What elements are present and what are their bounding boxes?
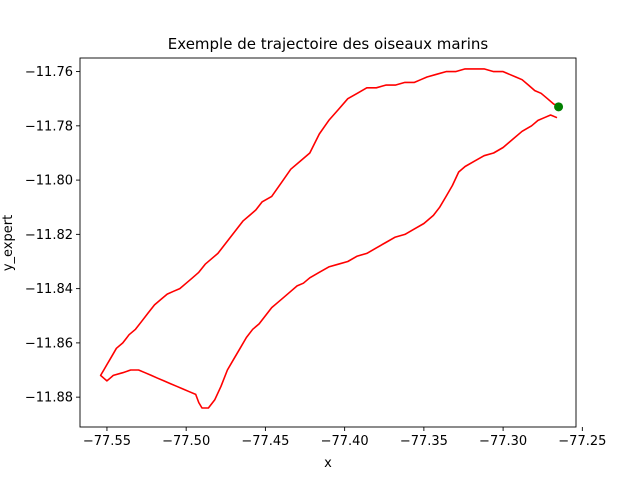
x-tick-label: −77.35 bbox=[400, 434, 448, 449]
y-tick-label: −11.86 bbox=[25, 336, 73, 351]
x-axis: −77.55 −77.50 −77.45 −77.40 −77.35 −77.30 −77.… bbox=[83, 427, 606, 449]
x-tick-label: −77.40 bbox=[321, 434, 369, 449]
x-tick-label: −77.25 bbox=[558, 434, 606, 449]
chart-title: Exemple de trajectoire des oiseaux marin… bbox=[168, 35, 489, 53]
y-tick-label: −11.80 bbox=[25, 174, 73, 189]
y-tick-label: −11.76 bbox=[25, 65, 73, 80]
y-axis: −11.76 −11.78 −11.80 −11.82 −11.84 −11.86 −11.… bbox=[25, 65, 80, 406]
plot-area bbox=[79, 57, 577, 428]
x-tick-label: −77.30 bbox=[479, 434, 527, 449]
y-tick-label: −11.84 bbox=[25, 282, 73, 297]
y-axis-label: y_expert bbox=[1, 215, 16, 271]
x-tick-label: −77.50 bbox=[162, 434, 210, 449]
x-tick-label: −77.55 bbox=[83, 434, 131, 449]
y-tick-label: −11.78 bbox=[25, 119, 73, 134]
x-axis-label: x bbox=[324, 456, 332, 471]
y-tick-label: −11.88 bbox=[25, 391, 73, 406]
start-point-marker bbox=[554, 102, 564, 112]
y-tick-label: −11.82 bbox=[25, 228, 73, 243]
trajectory-line-0 bbox=[99, 68, 559, 409]
axes-frame bbox=[79, 57, 577, 428]
x-tick-label: −77.45 bbox=[241, 434, 289, 449]
